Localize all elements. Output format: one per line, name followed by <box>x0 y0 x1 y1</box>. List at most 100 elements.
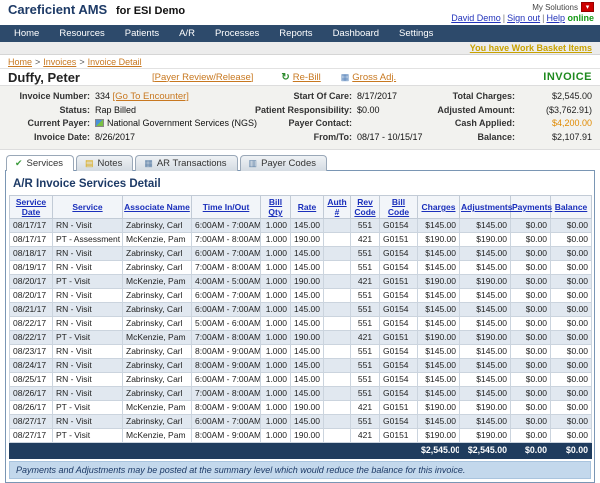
table-cell <box>323 260 351 276</box>
nav-item-settings[interactable]: Settings <box>399 28 434 39</box>
table-cell: G0154 <box>379 358 418 374</box>
summary-note: Payments and Adjustments may be posted a… <box>9 461 591 480</box>
table-cell: 1.000 <box>260 428 291 444</box>
nav-item-reports[interactable]: Reports <box>279 28 313 39</box>
breadcrumb-home[interactable]: Home <box>8 57 33 67</box>
column-header-rev-code[interactable]: Rev Code <box>350 194 380 220</box>
table-cell: G0154 <box>379 386 418 402</box>
start-of-care-value: 8/17/2017 <box>357 91 398 101</box>
table-cell: $0.00 <box>550 344 592 360</box>
table-cell <box>323 246 351 262</box>
table-cell: 08/26/17 <box>9 400 53 416</box>
table-cell: 1.000 <box>260 316 291 332</box>
breadcrumb: Home > Invoices > Invoice Detail <box>0 55 600 68</box>
my-solutions-dropdown[interactable]: ▾ <box>581 2 594 12</box>
tab-payer-codes[interactable]: ▥ Payer Codes <box>239 155 327 171</box>
column-header-rate[interactable]: Rate <box>290 194 324 220</box>
table-cell: 8:00AM - 9:00AM <box>191 344 261 360</box>
table-cell: 08/24/17 <box>9 358 53 374</box>
table-cell: $0.00 <box>550 288 592 304</box>
table-cell: $0.00 <box>550 274 592 290</box>
table-cell: Zabrinsky, Carl <box>122 260 192 276</box>
nav-item-resources[interactable]: Resources <box>59 28 105 39</box>
rebill-link[interactable]: Re-Bill <box>292 71 321 83</box>
sign-out-link[interactable]: Sign out <box>507 13 541 23</box>
gross-adj-control: ▦ Gross Adj. <box>341 72 396 83</box>
table-cell: $145.00 <box>417 246 460 262</box>
table-cell: $145.00 <box>417 372 460 388</box>
table-cell: $0.00 <box>510 358 551 374</box>
table-cell: $145.00 <box>459 386 511 402</box>
table-cell <box>323 288 351 304</box>
tab-ar-transactions[interactable]: ▦ AR Transactions <box>135 155 238 171</box>
nav-item-processes[interactable]: Processes <box>214 28 260 39</box>
invoice-number-label: Invoice Number: <box>19 91 90 101</box>
breadcrumb-invoices[interactable]: Invoices <box>43 57 77 67</box>
main-nav: Home Resources Patients A/R Processes Re… <box>0 25 600 42</box>
payer-review-release-link[interactable]: [Payer Review/Release] <box>152 71 254 83</box>
table-cell: $0.00 <box>550 218 592 234</box>
services-panel: A/R Invoice Services Detail Service Date… <box>5 170 595 483</box>
table-cell: PT - Visit <box>52 400 123 416</box>
table-cell: $145.00 <box>459 414 511 430</box>
table-cell: RN - Visit <box>52 218 123 234</box>
go-to-encounter-link[interactable]: [Go To Encounter] <box>112 91 189 102</box>
column-header-time-in-out[interactable]: Time In/Out <box>191 194 261 220</box>
table-cell: 08/20/17 <box>9 288 53 304</box>
nav-item-ar[interactable]: A/R <box>179 28 195 39</box>
help-link[interactable]: Help <box>546 13 565 23</box>
nav-item-dashboard[interactable]: Dashboard <box>332 28 380 39</box>
column-header-bill-code[interactable]: Bill Code <box>379 194 418 220</box>
table-cell: $145.00 <box>417 344 460 360</box>
table-cell: 08/23/17 <box>9 344 53 360</box>
column-header-service-date[interactable]: Service Date <box>9 194 53 220</box>
nav-item-patients[interactable]: Patients <box>124 28 160 39</box>
from-to-value: 08/17 - 10/15/17 <box>357 131 423 142</box>
column-header-associate-name[interactable]: Associate Name <box>122 194 192 220</box>
table-cell: 145.00 <box>290 246 324 262</box>
table-cell: $145.00 <box>417 414 460 430</box>
gross-adj-link[interactable]: Gross Adj. <box>352 71 397 83</box>
table-cell: G0154 <box>379 218 418 234</box>
table-cell: RN - Visit <box>52 414 123 430</box>
patient-name: Duffy, Peter <box>8 69 80 85</box>
column-header-payments[interactable]: Payments <box>510 194 552 220</box>
nav-item-home[interactable]: Home <box>14 28 40 39</box>
balance-value: $2,107.91 <box>551 131 592 142</box>
table-row: 08/27/17 PT - Visit McKenzie, Pam 8:00AM - … <box>9 428 592 444</box>
tab-notes[interactable]: ▤ Notes <box>75 155 134 171</box>
table-cell: $190.00 <box>459 400 511 416</box>
table-cell: $0.00 <box>510 260 551 276</box>
column-header-charges[interactable]: Charges <box>417 194 460 220</box>
table-cell: Zabrinsky, Carl <box>122 288 192 304</box>
table-cell: G0151 <box>379 428 418 444</box>
column-header-auth[interactable]: Auth # <box>323 194 351 220</box>
table-cell: 421 <box>350 428 380 444</box>
table-cell: PT - Visit <box>52 330 123 346</box>
rebill-control: ↻ Re-Bill <box>281 72 320 83</box>
table-cell: 1.000 <box>260 400 291 416</box>
column-header-bill-qty[interactable]: Bill Qty <box>260 194 291 220</box>
table-cell: $0.00 <box>510 414 551 430</box>
tab-services[interactable]: ✔ Services <box>6 155 74 171</box>
table-cell: Zabrinsky, Carl <box>122 372 192 388</box>
table-cell: 551 <box>350 386 380 402</box>
table-cell: 08/22/17 <box>9 316 53 332</box>
table-cell: $0.00 <box>510 386 551 402</box>
table-cell: McKenzie, Pam <box>122 400 192 416</box>
column-header-adjustments[interactable]: Adjustments <box>459 194 512 220</box>
table-cell: 6:00AM - 7:00AM <box>191 218 261 234</box>
table-row: 08/18/17 RN - Visit Zabrinsky, Carl 6:00AM … <box>9 246 592 262</box>
table-cell: 08/17/17 <box>9 218 53 234</box>
user-link[interactable]: David Demo <box>451 13 501 23</box>
table-cell: 145.00 <box>290 302 324 318</box>
table-cell: 421 <box>350 274 380 290</box>
table-cell: $0.00 <box>510 400 551 416</box>
table-cell: RN - Visit <box>52 288 123 304</box>
column-header-service[interactable]: Service <box>52 194 123 220</box>
totals-row: $2,545.00 $2,545.00 $0.00 $0.00 <box>9 442 592 460</box>
work-basket-link[interactable]: You have Work Basket Items <box>469 43 592 53</box>
column-header-balance[interactable]: Balance <box>550 194 592 220</box>
table-cell: Zabrinsky, Carl <box>122 414 192 430</box>
breadcrumb-invoice-detail[interactable]: Invoice Detail <box>87 57 142 67</box>
